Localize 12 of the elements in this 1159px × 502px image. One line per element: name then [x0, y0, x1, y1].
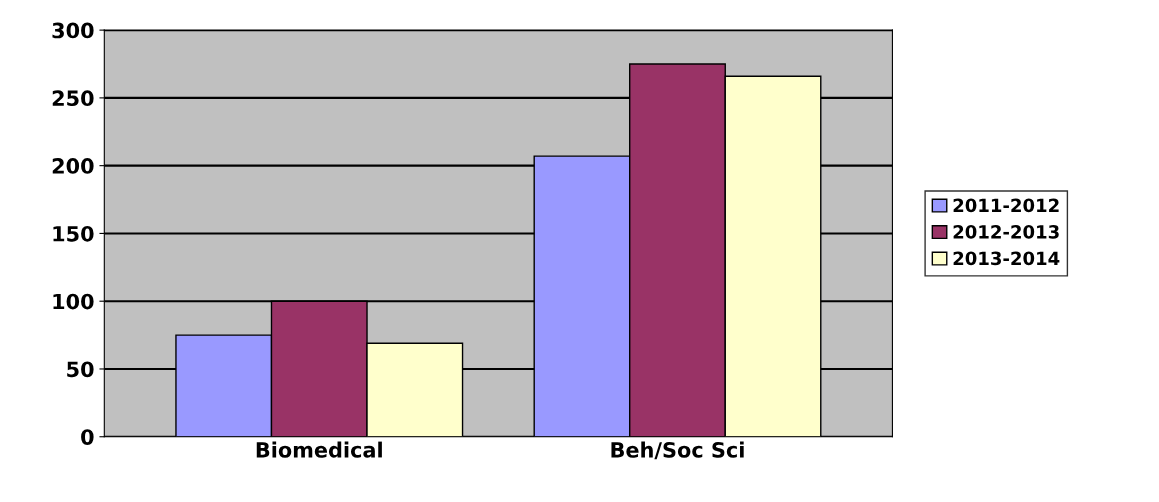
- y-tick-label: 300: [52, 22, 94, 39]
- y-tick-label: 150: [53, 225, 94, 242]
- x-tick-label: Beh/Soc Sci: [611, 441, 744, 460]
- y-tick-label: 250: [52, 90, 94, 107]
- x-tick-label: Biomedical: [256, 441, 382, 458]
- legend-label: 2011-2012: [953, 198, 1059, 213]
- y-tick-label: 100: [53, 293, 94, 310]
- y-tick-label: 50: [67, 361, 94, 378]
- y-tick-label: 0: [81, 429, 94, 445]
- legend-label: 2012-2013: [953, 225, 1059, 239]
- y-tick-label: 200: [52, 158, 94, 174]
- legend-label: 2013-2014: [953, 251, 1060, 266]
